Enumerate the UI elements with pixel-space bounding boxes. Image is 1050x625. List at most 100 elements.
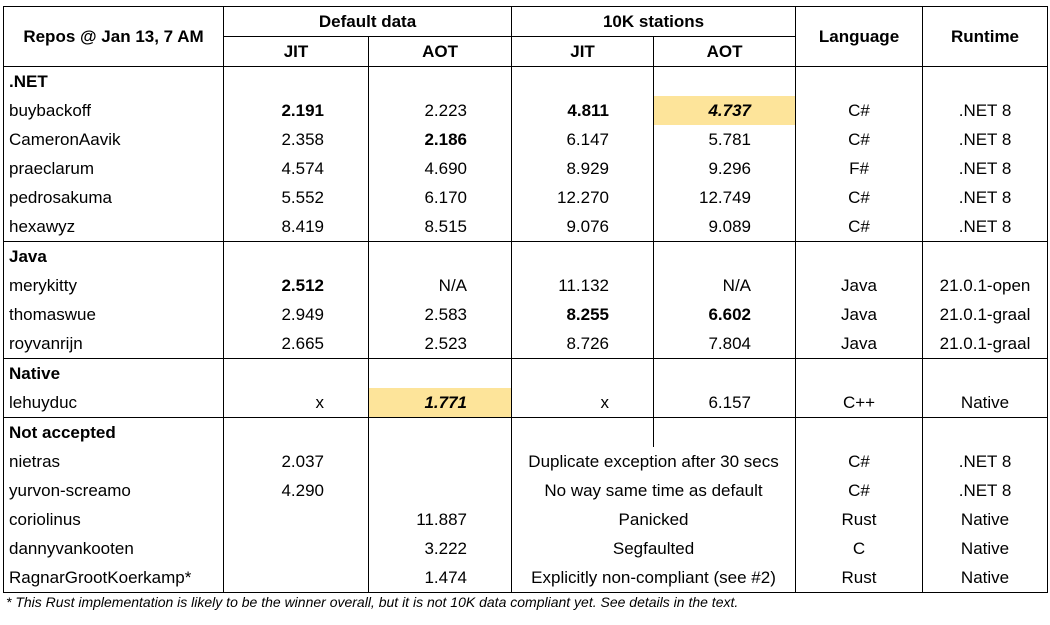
header-row-top: Repos @ Jan 13, 7 AM Default data 10K st… <box>3 6 1049 67</box>
repo-name: lehuyduc <box>3 388 224 418</box>
table-row: nietras 2.037 Duplicate exception after … <box>3 447 1049 476</box>
default-aot-value: 2.223 <box>367 96 513 125</box>
default-jit-value: 5.552 <box>223 183 369 212</box>
repo-name: praeclarum <box>3 154 224 183</box>
language-cell: C# <box>795 476 924 505</box>
table-row: CameronAavik 2.358 2.186 6.147 5.781 C# … <box>3 125 1049 154</box>
header-runtime: Runtime <box>922 6 1049 67</box>
runtime-cell: .NET 8 <box>922 154 1049 183</box>
repo-name: pedrosakuma <box>3 183 224 212</box>
tenk-aot-value: 12.749 <box>653 183 797 212</box>
default-jit-value <box>223 534 369 563</box>
tenk-aot-value: N/A <box>653 271 797 300</box>
repo-name: merykitty <box>3 271 224 300</box>
tenk-aot-value: 6.157 <box>653 388 797 418</box>
header-repos: Repos @ Jan 13, 7 AM <box>3 6 224 67</box>
tenk-aot-value: 7.804 <box>653 329 797 359</box>
tenk-jit-value: x <box>511 388 655 418</box>
table-row: hexawyz 8.419 8.515 9.076 9.089 C# .NET … <box>3 212 1049 242</box>
runtime-cell: .NET 8 <box>922 183 1049 212</box>
language-cell: Java <box>795 271 924 300</box>
language-cell: C# <box>795 447 924 476</box>
default-jit-value: 2.191 <box>223 96 369 125</box>
group-label-not-accepted: Not accepted <box>3 417 224 447</box>
runtime-cell: Native <box>922 388 1049 418</box>
group-row-native: Native <box>3 358 1049 388</box>
default-jit-value: 2.512 <box>223 271 369 300</box>
group-row-java: Java <box>3 241 1049 271</box>
table-row: buybackoff 2.191 2.223 4.811 4.737 C# .N… <box>3 96 1049 125</box>
repo-name: royvanrijn <box>3 329 224 359</box>
table-row: dannyvankooten 3.222 Segfaulted C Native <box>3 534 1049 563</box>
language-cell: Rust <box>795 505 924 534</box>
default-jit-value: 2.037 <box>223 447 369 476</box>
table-row: praeclarum 4.574 4.690 8.929 9.296 F# .N… <box>3 154 1049 183</box>
table-row: merykitty 2.512 N/A 11.132 N/A Java 21.0… <box>3 271 1049 300</box>
language-cell: Java <box>795 300 924 329</box>
runtime-cell: 21.0.1-open <box>922 271 1049 300</box>
benchmark-table-container: Repos @ Jan 13, 7 AM Default data 10K st… <box>3 6 1049 593</box>
default-aot-value <box>367 476 513 505</box>
footnote: * This Rust implementation is likely to … <box>6 594 739 610</box>
default-aot-value-highlighted: 1.771 <box>367 388 513 418</box>
default-aot-value <box>367 447 513 476</box>
language-cell: C# <box>795 183 924 212</box>
table-row: yurvon-screamo 4.290 No way same time as… <box>3 476 1049 505</box>
runtime-cell: Native <box>922 563 1049 593</box>
table-row: coriolinus 11.887 Panicked Rust Native <box>3 505 1049 534</box>
repo-name: dannyvankooten <box>3 534 224 563</box>
header-language: Language <box>795 6 924 67</box>
default-jit-value <box>223 505 369 534</box>
tenk-jit-value: 8.255 <box>511 300 655 329</box>
repo-name: CameronAavik <box>3 125 224 154</box>
repo-name: hexawyz <box>3 212 224 242</box>
table-row: RagnarGrootKoerkamp* 1.474 Explicitly no… <box>3 563 1049 593</box>
default-aot-value: 4.690 <box>367 154 513 183</box>
runtime-cell: .NET 8 <box>922 447 1049 476</box>
group-label-java: Java <box>3 241 224 271</box>
language-cell: F# <box>795 154 924 183</box>
repo-name: coriolinus <box>3 505 224 534</box>
default-jit-value: 4.574 <box>223 154 369 183</box>
group-label-native: Native <box>3 358 224 388</box>
default-jit-value: 2.665 <box>223 329 369 359</box>
tenk-jit-value: 11.132 <box>511 271 655 300</box>
language-cell: C# <box>795 125 924 154</box>
tenk-aot-value-highlighted: 4.737 <box>653 96 797 125</box>
runtime-cell: .NET 8 <box>922 125 1049 154</box>
tenk-aot-value: 6.602 <box>653 300 797 329</box>
tenk-note: Panicked <box>511 505 797 534</box>
table-row: thomaswue 2.949 2.583 8.255 6.602 Java 2… <box>3 300 1049 329</box>
header-default-data: Default data <box>222 6 513 37</box>
tenk-jit-value: 6.147 <box>511 125 655 154</box>
runtime-cell: .NET 8 <box>922 212 1049 242</box>
header-10k-stations: 10K stations <box>511 6 797 37</box>
default-jit-value: 2.358 <box>223 125 369 154</box>
benchmark-table: Repos @ Jan 13, 7 AM Default data 10K st… <box>3 6 1049 593</box>
language-cell: C# <box>795 212 924 242</box>
default-aot-value: 8.515 <box>367 212 513 242</box>
repo-name: thomaswue <box>3 300 224 329</box>
repo-name: buybackoff <box>3 96 224 125</box>
default-aot-value: 3.222 <box>367 534 513 563</box>
default-aot-value: 2.523 <box>367 329 513 359</box>
language-cell: Rust <box>795 563 924 593</box>
tenk-aot-value: 9.296 <box>653 154 797 183</box>
default-aot-value: 11.887 <box>367 505 513 534</box>
language-cell: C <box>795 534 924 563</box>
tenk-note: Duplicate exception after 30 secs <box>511 447 797 476</box>
default-jit-value: 8.419 <box>223 212 369 242</box>
default-aot-value: 2.186 <box>367 125 513 154</box>
header-default-jit: JIT <box>223 36 369 67</box>
default-jit-value: 2.949 <box>223 300 369 329</box>
default-aot-value: 1.474 <box>367 563 513 593</box>
tenk-jit-value: 12.270 <box>511 183 655 212</box>
language-cell: Java <box>795 329 924 359</box>
default-jit-value <box>223 563 369 593</box>
tenk-jit-value: 8.929 <box>511 154 655 183</box>
repo-name: nietras <box>3 447 224 476</box>
repo-name: yurvon-screamo <box>3 476 224 505</box>
tenk-note: Explicitly non-compliant (see #2) <box>511 563 797 593</box>
tenk-jit-value: 4.811 <box>511 96 655 125</box>
tenk-jit-value: 9.076 <box>511 212 655 242</box>
